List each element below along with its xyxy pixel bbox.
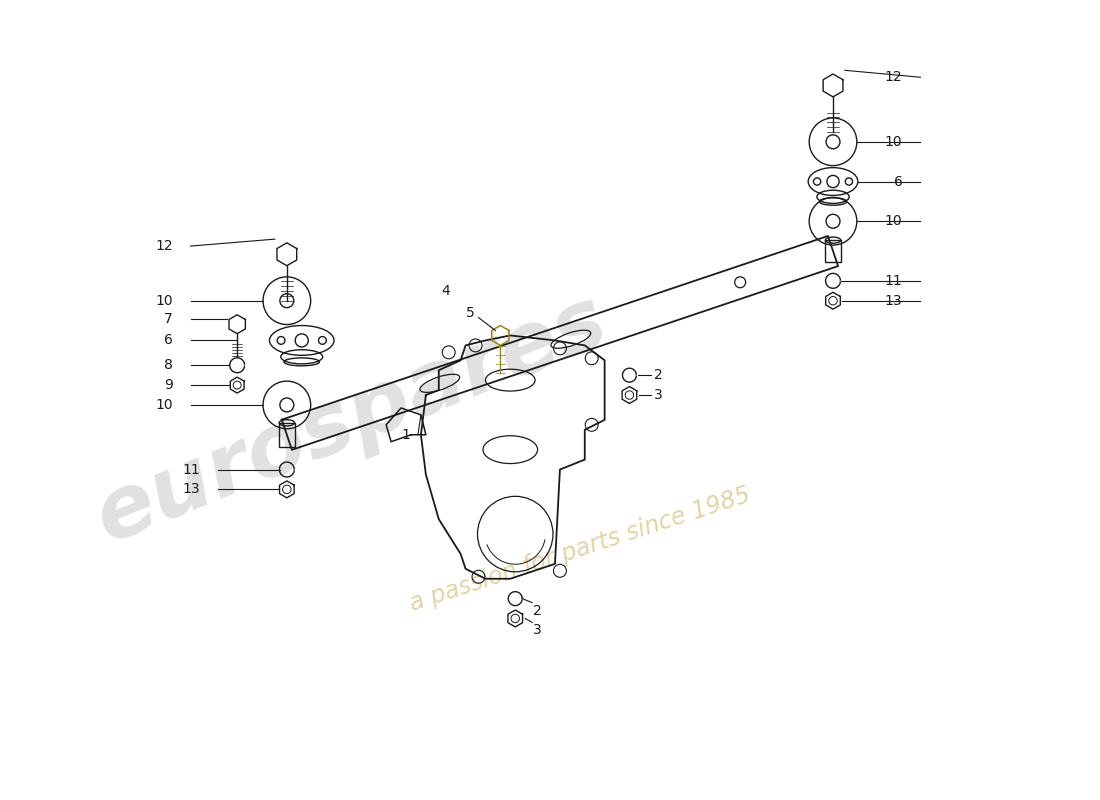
- Text: eurospares: eurospares: [84, 279, 619, 560]
- Text: 5: 5: [466, 306, 475, 320]
- Text: 10: 10: [155, 294, 173, 308]
- Bar: [825, 240, 840, 262]
- Text: 13: 13: [183, 482, 200, 496]
- Text: 6: 6: [893, 174, 902, 189]
- Text: 10: 10: [884, 135, 902, 149]
- Text: 4: 4: [441, 284, 450, 298]
- Text: 10: 10: [884, 214, 902, 228]
- Text: 12: 12: [884, 70, 902, 84]
- Text: 11: 11: [884, 274, 902, 288]
- Text: 12: 12: [155, 239, 173, 253]
- Text: 3: 3: [534, 623, 542, 638]
- Text: 8: 8: [164, 358, 173, 372]
- Text: 7: 7: [164, 311, 173, 326]
- Text: 2: 2: [654, 368, 663, 382]
- Bar: [279, 423, 295, 446]
- Text: 2: 2: [534, 603, 542, 618]
- Text: 10: 10: [155, 398, 173, 412]
- Text: 1: 1: [402, 428, 410, 442]
- Text: 3: 3: [654, 388, 663, 402]
- Text: 6: 6: [164, 334, 173, 347]
- Text: 11: 11: [183, 462, 200, 477]
- Text: 9: 9: [164, 378, 173, 392]
- Text: 13: 13: [884, 294, 902, 308]
- Text: a passion for parts since 1985: a passion for parts since 1985: [406, 482, 754, 615]
